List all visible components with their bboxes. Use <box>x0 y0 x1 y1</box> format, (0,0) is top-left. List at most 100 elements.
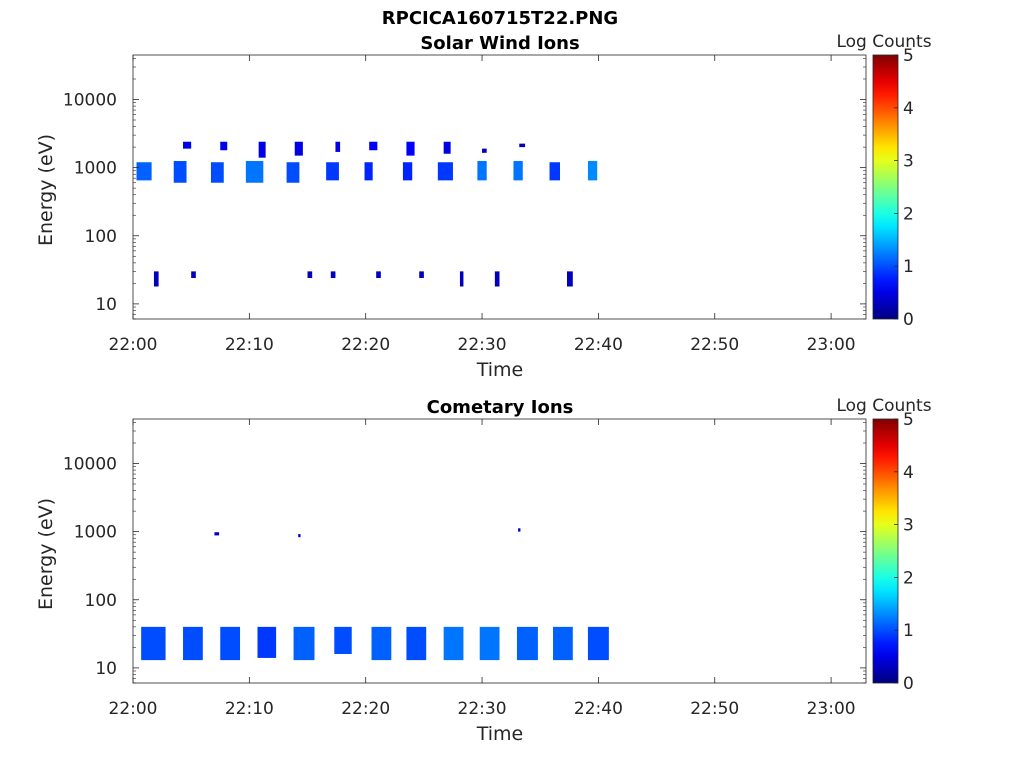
data-cell <box>214 532 220 536</box>
data-cell <box>587 626 609 661</box>
data-cell <box>286 162 300 183</box>
colorbar-tick-label: 0 <box>903 310 914 330</box>
colorbar-tick-label: 5 <box>903 410 914 430</box>
data-cell <box>183 141 192 149</box>
colorbar-tick-label: 4 <box>903 99 914 119</box>
y-tick-label: 10 <box>95 295 117 315</box>
colorbar-tick-label: 2 <box>903 204 914 224</box>
data-cell <box>257 626 277 658</box>
x-tick-label: 22:00 <box>109 335 158 355</box>
x-tick-label: 22:50 <box>690 699 739 719</box>
colorbar-tick-label: 3 <box>903 152 914 172</box>
colorbar-tick-label: 0 <box>903 674 914 694</box>
y-tick-label: 10000 <box>63 455 117 475</box>
colorbar-label: Log Counts <box>836 396 931 416</box>
x-tick-label: 22:20 <box>341 699 390 719</box>
data-cell <box>513 161 523 181</box>
data-cell <box>364 162 373 181</box>
data-cell <box>183 626 203 661</box>
data-cell <box>549 162 561 181</box>
data-cell <box>459 271 464 287</box>
plot-frame <box>132 54 867 320</box>
colorbar-label: Log Counts <box>836 32 931 52</box>
data-cell <box>173 161 187 183</box>
panel-cometary-ions: Cometary Ions Log Counts Time Energy (eV… <box>35 396 932 745</box>
data-cell <box>369 141 378 151</box>
data-cell <box>141 626 166 661</box>
data-cell <box>406 626 427 661</box>
x-tick-label: 22:50 <box>690 335 739 355</box>
data-cell <box>419 271 424 278</box>
y-axis-label: Energy (eV) <box>35 498 57 610</box>
data-cell <box>258 141 266 158</box>
data-cell <box>307 271 313 278</box>
data-cell <box>220 141 228 151</box>
data-cell <box>335 141 341 152</box>
data-cell <box>220 626 241 661</box>
x-tick-label: 22:40 <box>574 699 623 719</box>
x-axis-label: Time <box>476 359 524 381</box>
data-cell <box>443 141 451 154</box>
x-tick-label: 22:00 <box>109 699 158 719</box>
data-cell <box>330 271 336 278</box>
y-tick-label: 100 <box>85 591 117 611</box>
colorbar-tick-label: 1 <box>903 621 914 641</box>
data-cell <box>298 534 301 538</box>
x-tick-label: 22:10 <box>225 335 274 355</box>
data-cells <box>136 141 598 287</box>
data-cell <box>191 271 196 278</box>
colorbar-tick-label: 4 <box>903 463 914 483</box>
y-tick-label: 1000 <box>74 159 117 179</box>
panel-title: Cometary Ions <box>427 397 574 418</box>
x-tick-label: 22:40 <box>574 335 623 355</box>
y-tick-label: 1000 <box>74 523 117 543</box>
x-tick-label: 22:10 <box>225 699 274 719</box>
data-cell <box>587 161 598 181</box>
x-axis-label: Time <box>476 723 524 745</box>
colorbar <box>872 418 899 684</box>
data-cell <box>443 626 464 661</box>
x-tick-label: 23:00 <box>807 335 856 355</box>
data-cell <box>482 148 487 153</box>
data-cell <box>153 271 159 287</box>
y-tick-label: 100 <box>85 227 117 247</box>
data-cell <box>437 162 453 181</box>
x-tick-label: 22:30 <box>458 335 507 355</box>
data-cells <box>141 528 609 661</box>
data-cell <box>402 162 413 181</box>
y-tick-label: 10 <box>95 659 117 679</box>
data-cell <box>293 626 315 661</box>
data-cell <box>516 626 538 661</box>
data-cell <box>371 626 392 661</box>
data-cell <box>376 271 381 278</box>
data-cell <box>519 143 526 148</box>
colorbar-tick-label: 3 <box>903 516 914 536</box>
x-tick-label: 22:20 <box>341 335 390 355</box>
colorbar <box>872 54 899 320</box>
data-cell <box>245 161 264 183</box>
data-cell <box>477 161 487 181</box>
y-tick-label: 10000 <box>63 91 117 111</box>
x-tick-label: 22:30 <box>458 699 507 719</box>
data-cell <box>518 528 521 532</box>
data-cell <box>326 162 339 181</box>
figure-title: RPCICA160715T22.PNG <box>382 8 618 29</box>
data-cell <box>294 141 303 156</box>
colorbar-tick-label: 5 <box>903 46 914 66</box>
panel-title: Solar Wind Ions <box>420 33 579 54</box>
data-cell <box>566 271 573 287</box>
data-cell <box>553 626 573 661</box>
colorbar-tick-label: 2 <box>903 568 914 588</box>
data-cell <box>210 162 224 183</box>
data-cell <box>406 141 415 156</box>
data-cell <box>136 162 152 181</box>
plot-frame <box>132 418 867 684</box>
y-axis-label: Energy (eV) <box>35 134 57 246</box>
panel-solar-wind-ions: Solar Wind Ions Log Counts Time Energy (… <box>35 32 932 381</box>
colorbar-tick-label: 1 <box>903 257 914 277</box>
data-cell <box>334 626 352 654</box>
data-cell <box>479 626 500 661</box>
x-tick-label: 23:00 <box>807 699 856 719</box>
data-cell <box>494 271 500 287</box>
